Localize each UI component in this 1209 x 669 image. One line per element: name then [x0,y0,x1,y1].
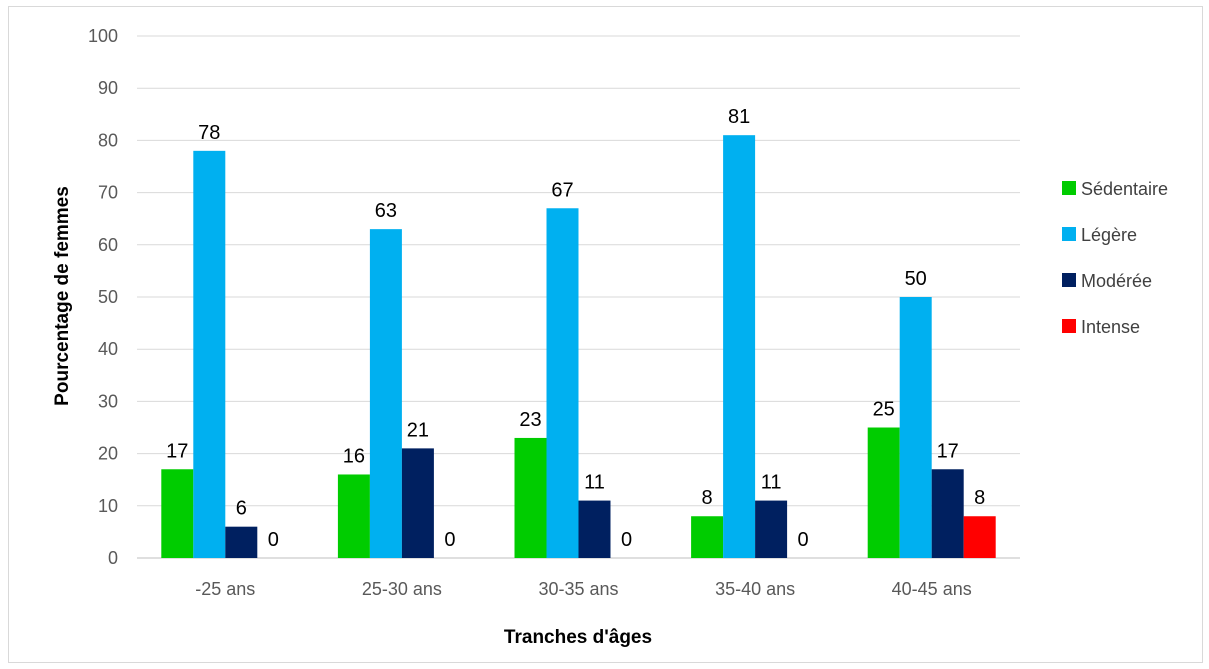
bar-s-dentaire [337,474,370,558]
x-axis-title: Tranches d'âges [504,627,652,648]
bar-l-g-re [723,135,756,558]
data-label: 8 [974,487,985,509]
y-tick-label: 30 [98,391,118,411]
x-tick-label: -25 ans [195,579,255,599]
legend-swatch [1062,227,1076,241]
data-label: 8 [702,487,713,509]
legend-swatch [1062,319,1076,333]
bar-l-g-re [369,229,402,558]
bars [161,135,996,558]
x-tick-label: 40-45 ans [892,579,972,599]
bar-mod-r-e [401,448,434,558]
data-label: 0 [798,529,809,551]
bar-l-g-re [899,297,932,558]
bar-intense [963,516,996,558]
bar-mod-r-e [755,500,788,558]
bar-s-dentaire [867,427,900,558]
y-tick-label: 100 [88,26,118,46]
data-label: 81 [728,106,750,128]
y-tick-label: 0 [108,548,118,568]
data-label: 78 [198,122,220,144]
x-tick-label: 25-30 ans [362,579,442,599]
legend-swatch [1062,273,1076,287]
data-label: 11 [761,472,782,494]
bar-s-dentaire [691,516,724,558]
data-label: 6 [236,498,247,520]
data-label: 16 [343,445,365,467]
data-label: 0 [621,529,632,551]
x-tick-label: 30-35 ans [538,579,618,599]
data-label: 21 [407,419,429,441]
y-tick-label: 20 [98,444,118,464]
bar-mod-r-e [931,469,964,558]
bar-mod-r-e [225,526,258,558]
x-tick-label: 35-40 ans [715,579,795,599]
data-label: 50 [905,268,927,290]
data-label: 11 [584,472,605,494]
data-label: 63 [375,200,397,222]
y-tick-label: 70 [98,183,118,203]
data-label: 67 [551,179,573,201]
legend-label: Légère [1081,225,1137,245]
y-axis-title: Pourcentage de femmes [52,186,73,406]
data-label: 0 [444,529,455,551]
bar-l-g-re [546,208,579,558]
data-label: 17 [166,440,188,462]
bar-s-dentaire [161,469,194,558]
y-tick-label: 10 [98,496,118,516]
data-label: 17 [937,440,959,462]
y-tick-label: 50 [98,287,118,307]
y-tick-label: 60 [98,235,118,255]
legend-label: Modérée [1081,271,1152,291]
bar-l-g-re [193,150,226,558]
data-label: 0 [268,529,279,551]
data-label: 23 [519,409,541,431]
y-tick-label: 80 [98,130,118,150]
data-label: 25 [873,399,895,421]
legend-swatch [1062,181,1076,195]
y-tick-label: 40 [98,339,118,359]
bar-mod-r-e [578,500,611,558]
legend: Sédentaire Légère Modérée Intense [1062,179,1168,337]
bar-s-dentaire [514,437,547,558]
legend-label: Sédentaire [1081,179,1168,199]
y-tick-label: 90 [98,78,118,98]
legend-label: Intense [1081,317,1140,337]
x-axis-ticks: -25 ans 25-30 ans 30-35 ans 35-40 ans 40-45 … [195,579,971,599]
y-axis-ticks: 0 10 20 30 40 50 60 70 80 90 100 [88,26,118,568]
